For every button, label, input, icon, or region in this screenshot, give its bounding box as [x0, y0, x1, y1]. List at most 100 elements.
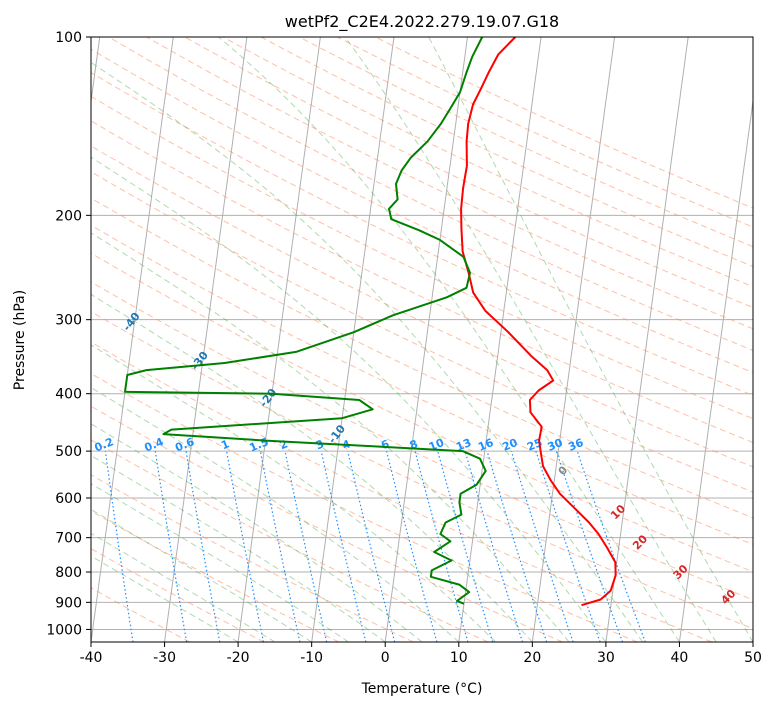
mixing-ratio-line — [386, 450, 438, 642]
mixing-ratio-line — [320, 450, 367, 642]
y-tick-label: 900 — [55, 595, 82, 611]
isotherm-label: -20 — [257, 386, 280, 410]
y-tick-label: 400 — [55, 387, 82, 403]
mixing-ratio-line — [185, 451, 221, 642]
isotherm-line — [752, 638, 753, 642]
mixing-ratio-line — [284, 450, 328, 642]
mixing-ratio-line — [555, 450, 624, 642]
dry-adiabat-line — [91, 145, 753, 468]
dry-adiabat-line — [91, 72, 753, 396]
x-tick-label: -30 — [153, 650, 176, 666]
dry-adiabat-line — [91, 48, 753, 374]
y-tick-label: 200 — [55, 208, 82, 224]
dry-adiabat-line — [146, 37, 753, 330]
dry-adiabat-line — [91, 252, 753, 573]
x-tick-label: 40 — [671, 650, 689, 666]
mixing-ratio-label: 6 — [379, 437, 391, 452]
dry-adiabat-line — [91, 171, 753, 493]
moist-adiabat-line — [91, 232, 570, 642]
mixing-ratio-label: 3 — [314, 437, 326, 452]
y-tick-label: 600 — [55, 491, 82, 507]
mixing-ratio-line — [104, 451, 134, 642]
moist-adiabat-label: 40 — [718, 587, 738, 607]
y-axis-label: Pressure (hPa) — [12, 290, 28, 390]
axes: -40 -30 -20 -10 0 10 20 30 40 5010020030040050060… — [46, 30, 762, 666]
mixing-ratio-label: 8 — [408, 437, 420, 452]
x-tick-label: 0 — [381, 650, 390, 666]
dry-adiabat-line — [108, 37, 753, 351]
mixing-ratio-line — [486, 450, 548, 642]
isotherm-label: -30 — [189, 349, 212, 373]
mixing-ratio-line — [259, 450, 301, 642]
mixing-ratio-line — [464, 450, 524, 642]
moist-adiabat-line — [218, 37, 680, 642]
moist-adiabat-label: 20 — [630, 532, 650, 552]
moist-adiabat-line — [91, 483, 349, 642]
mixing-ratio-line — [576, 450, 646, 642]
dry-adiabat-line — [91, 197, 753, 519]
x-axis-label: Temperature (°C) — [361, 681, 483, 697]
dry-adiabat-line — [91, 120, 753, 444]
dry-adiabat-line — [375, 37, 753, 209]
dry-adiabat-line — [91, 95, 753, 420]
mixing-ratio-line — [154, 451, 188, 642]
dry-adiabat-line — [91, 310, 753, 630]
y-tick-label: 100 — [55, 30, 82, 46]
moist-adiabat-line — [91, 508, 312, 642]
isotherm-label: -50 — [52, 271, 75, 295]
y-tick-label: 700 — [55, 531, 82, 547]
isotherm-line — [164, 37, 248, 642]
y-tick-label: 800 — [55, 565, 82, 581]
mixing-ratio-label: 36 — [566, 436, 585, 454]
dewpoint-profile-line — [124, 37, 487, 605]
mixing-ratio-label: 0.6 — [173, 435, 196, 454]
mixing-ratio-label: 0.4 — [142, 435, 165, 454]
isotherm-line — [605, 37, 689, 642]
mixing-ratio-label: 1 — [219, 437, 231, 452]
moist-adiabat-line — [91, 61, 644, 642]
x-tick-label: 20 — [523, 650, 541, 666]
isotherm-line — [237, 37, 321, 642]
dry-adiabat-line — [91, 510, 340, 642]
moist-adiabat-line — [91, 423, 423, 642]
isotherm-line — [91, 37, 101, 105]
mixing-ratio-label: 20 — [500, 436, 519, 454]
mixing-ratio-line — [510, 450, 574, 642]
isotherm-line — [91, 37, 174, 642]
chart-title: wetPf2_C2E4.2022.279.19.07.G18 — [285, 12, 559, 32]
dry-adiabat-line — [91, 281, 753, 601]
isotherm-line — [678, 97, 753, 642]
dry-adiabat-line — [91, 405, 563, 642]
dry-adiabat-line — [91, 474, 414, 642]
mixing-ratio-label: 2 — [278, 437, 290, 452]
mixing-ratio-line — [535, 450, 601, 642]
isotherm-line — [531, 37, 616, 642]
x-tick-label: 30 — [597, 650, 615, 666]
x-tick-label: -10 — [300, 650, 323, 666]
moist-adiabat-line — [91, 454, 386, 642]
dry-adiabat-line — [91, 341, 712, 642]
x-tick-label: -20 — [227, 650, 250, 666]
dry-adiabat-line — [298, 37, 753, 248]
isotherm-line — [384, 37, 468, 642]
y-tick-label: 1000 — [46, 622, 82, 638]
mixing-ratio-label: 30 — [546, 436, 565, 454]
mixing-ratio-line — [226, 450, 265, 642]
dry-adiabat-line — [91, 439, 489, 642]
moist-adiabat-line — [91, 156, 607, 642]
dry-adiabat-line — [91, 224, 753, 545]
moist-adiabat-line — [91, 344, 496, 642]
dry-adiabat-line — [336, 37, 753, 228]
moist-adiabat-line — [91, 293, 533, 642]
y-tick-label: 500 — [55, 444, 82, 460]
mixing-ratio-line — [437, 450, 494, 642]
background-lines — [91, 37, 753, 642]
temperature-profile-line — [460, 37, 617, 607]
isotherm-label: -60 — [0, 228, 7, 252]
mixing-ratio-line — [347, 450, 396, 642]
dry-adiabat-line — [184, 37, 753, 309]
x-tick-label: 50 — [744, 650, 762, 666]
moist-adiabat-line — [91, 532, 276, 642]
mixing-ratio-label: 16 — [476, 436, 495, 454]
series-layer — [124, 37, 617, 607]
